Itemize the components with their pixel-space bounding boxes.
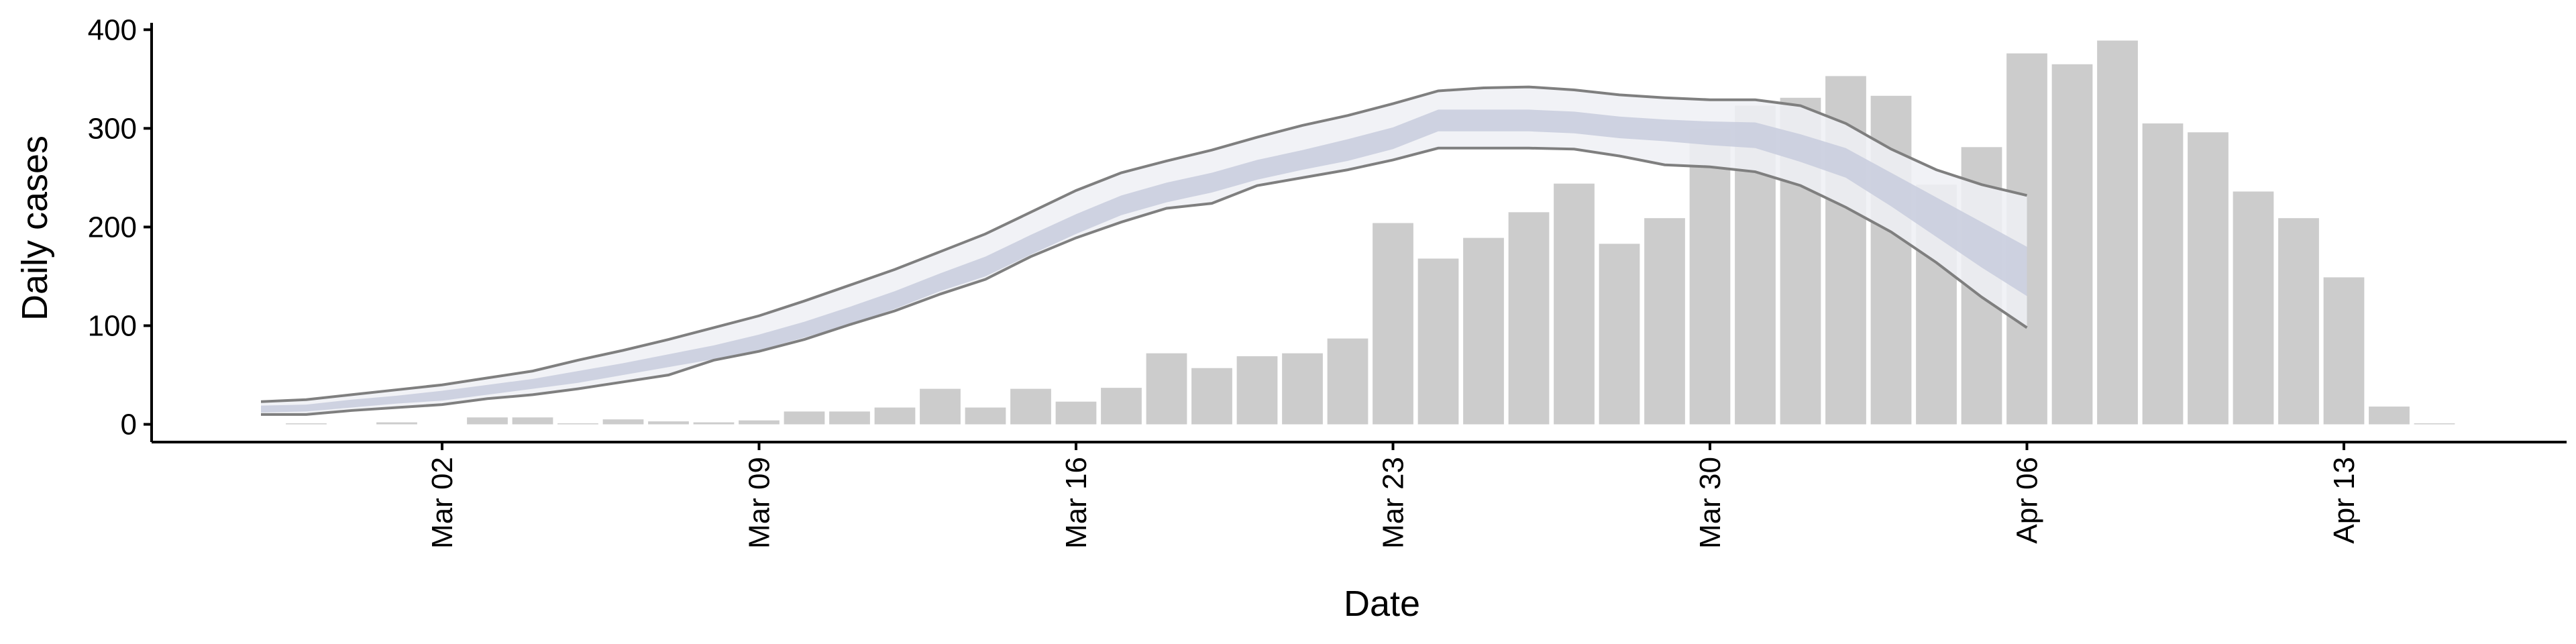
x-tick-label: Apr 13: [2328, 457, 2361, 544]
bar: [2278, 218, 2319, 425]
bar: [2097, 40, 2138, 425]
x-tick-label: Mar 30: [1694, 457, 1727, 549]
bar: [1282, 353, 1323, 425]
y-tick-label: 0: [121, 409, 137, 441]
y-tick-label: 200: [88, 211, 137, 244]
bar: [512, 417, 553, 425]
bar: [965, 407, 1006, 425]
bar: [1327, 338, 1368, 425]
bar: [1417, 258, 1459, 425]
bar: [2369, 407, 2410, 425]
bar: [739, 420, 780, 425]
band-90: [261, 87, 2027, 415]
y-tick-label: 300: [88, 112, 137, 145]
bar: [1191, 368, 1232, 425]
x-tick-label: Mar 02: [426, 457, 459, 549]
bar: [1101, 388, 1142, 425]
bar: [648, 421, 689, 425]
bar: [2414, 423, 2455, 425]
bar: [2051, 64, 2093, 425]
bar: [2188, 132, 2229, 425]
x-tick-label: Apr 06: [2011, 457, 2044, 544]
bar: [1508, 212, 1550, 425]
bar: [2233, 191, 2274, 425]
band-edge: [261, 146, 2028, 416]
bar: [557, 423, 598, 425]
bar: [1644, 218, 1685, 425]
bar: [1055, 401, 1097, 425]
band-edge: [260, 85, 2027, 403]
y-tick-label: 400: [88, 13, 137, 46]
x-tick-label: Mar 16: [1060, 457, 1093, 549]
x-tick-label: Mar 23: [1377, 457, 1410, 549]
bar: [920, 388, 961, 425]
y-tick-label: 100: [88, 309, 137, 342]
bar: [1599, 244, 1640, 425]
bar: [1689, 128, 1731, 425]
bar: [693, 422, 735, 425]
bar: [1146, 353, 1187, 425]
bar: [1010, 388, 1051, 425]
bar: [1236, 356, 1278, 425]
x-tick-label: Mar 09: [743, 457, 776, 549]
bar: [784, 411, 825, 425]
bar: [1373, 223, 1413, 425]
bar: [2323, 277, 2365, 425]
bar: [2142, 123, 2184, 425]
bar: [829, 411, 870, 425]
bar: [874, 407, 916, 425]
bar: [1463, 237, 1504, 425]
x-axis-title: Date: [1344, 584, 1420, 624]
bar: [1554, 183, 1595, 425]
bar: [376, 422, 417, 425]
y-axis-title: Daily cases: [15, 136, 55, 321]
bar: [602, 419, 644, 425]
bar: [286, 423, 327, 425]
bar: [467, 417, 508, 425]
